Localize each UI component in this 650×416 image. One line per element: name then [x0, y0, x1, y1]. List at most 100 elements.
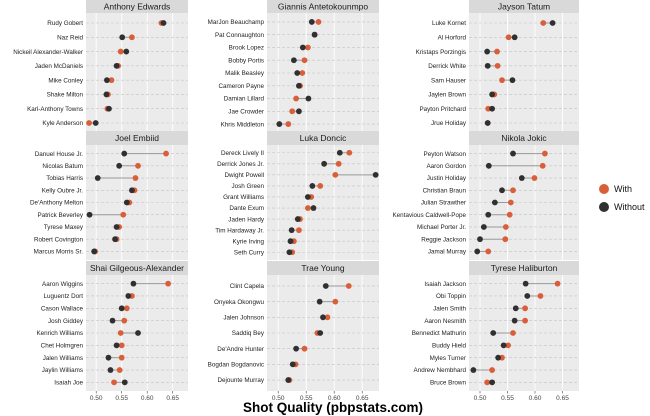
without-point	[294, 70, 301, 76]
with-point	[505, 34, 512, 41]
without-point	[296, 82, 302, 89]
with-point	[484, 379, 491, 386]
without-point	[106, 105, 112, 112]
without-point	[287, 238, 294, 245]
player-row: Dwight Powell	[224, 171, 379, 179]
without-point	[94, 175, 101, 181]
with-point	[285, 121, 292, 127]
without-point	[92, 120, 99, 126]
without-point	[293, 345, 300, 352]
player-label: Malik Beasley	[225, 70, 265, 77]
player-row: Bobby Portis	[228, 57, 379, 64]
player-row: Isaiah Joe	[54, 379, 188, 387]
with-point	[135, 162, 141, 169]
player-label: Bennedict Mathurin	[412, 330, 467, 337]
without-point	[288, 227, 295, 234]
x-tick-label: 0.65	[166, 395, 179, 402]
player-row: Isaiah Jackson	[424, 280, 579, 288]
without-point	[121, 150, 128, 157]
player-row: Clint Capela	[230, 283, 379, 290]
with-point	[346, 149, 353, 156]
legend-label-with: With	[614, 184, 632, 194]
with-point	[332, 298, 339, 305]
with-point	[531, 175, 538, 181]
with-point	[502, 236, 509, 243]
without-point	[118, 305, 125, 312]
with-point	[163, 150, 169, 157]
player-row: Sam Hauser	[431, 77, 579, 84]
player-label: Clint Capela	[230, 283, 265, 290]
player-label: Isaiah Joe	[54, 380, 83, 387]
player-label: Peyton Watson	[424, 151, 467, 158]
player-label: Derrick Jones Jr.	[217, 161, 264, 168]
facet-title: Tyrese Haliburton	[491, 263, 558, 273]
player-row: De'Anthony Melton	[30, 199, 188, 207]
player-label: Dante Exum	[229, 205, 264, 212]
player-label: Jalen Williams	[43, 355, 83, 362]
player-row: Michael Porter Jr.	[417, 224, 579, 231]
player-label: Aaron Gordon	[426, 163, 466, 170]
x-tick-label: 0.50	[90, 395, 103, 402]
player-label: Nicolas Batum	[42, 163, 83, 170]
without-point	[474, 248, 481, 255]
facet-panel: Joel Embiid Danuel House Jr. Nicolas Batum…	[30, 131, 188, 260]
player-row: Jalen Johnson	[223, 314, 379, 322]
without-point	[289, 361, 296, 368]
player-label: Derrick White	[428, 63, 466, 70]
without-point	[500, 342, 507, 349]
player-row: Cameron Payne	[218, 82, 379, 90]
player-label: Karl-Anthony Towns	[27, 106, 83, 113]
player-label: Christian Braun	[423, 187, 467, 194]
panel-background	[469, 13, 579, 133]
player-row: Bogdan Bogdanovic	[208, 361, 379, 369]
player-row: Peyton Watson	[424, 150, 579, 158]
with-point	[332, 171, 339, 178]
facet-title: Jayson Tatum	[498, 2, 550, 12]
without-point	[86, 211, 93, 218]
without-point	[522, 280, 529, 287]
without-point	[113, 62, 120, 69]
facet-title: Joel Embiid	[115, 133, 159, 143]
player-label: Pat Connaughton	[215, 32, 265, 39]
player-label: Aaron Wiggins	[42, 281, 83, 288]
without-point	[489, 379, 495, 386]
player-label: Luguentz Dort	[43, 293, 83, 300]
with-point	[117, 48, 124, 55]
player-row: Kenrich Williams	[36, 330, 188, 337]
without-point	[130, 280, 137, 287]
player-row: Bennedict Mathurin	[412, 330, 579, 337]
with-point	[542, 150, 548, 157]
player-row: Jaylen Brown	[428, 91, 579, 99]
without-point	[116, 162, 123, 169]
with-point	[506, 211, 513, 218]
without-point	[321, 160, 328, 167]
with-point	[118, 342, 125, 349]
x-tick-label: 0.50	[474, 395, 487, 402]
facet-strip	[86, 131, 188, 145]
without-point	[308, 19, 315, 25]
with-point	[522, 305, 528, 312]
with-point	[108, 77, 115, 84]
player-row: Robert Covington	[34, 236, 188, 243]
player-row: Kristaps Porzingis	[416, 48, 579, 56]
facet-strip	[469, 0, 579, 13]
without-point	[276, 121, 283, 127]
without-point	[104, 77, 110, 84]
with-point	[510, 187, 516, 194]
facet-title: Luka Doncic	[300, 133, 348, 143]
without-point	[511, 317, 518, 324]
without-point	[484, 120, 491, 126]
player-label: Seth Curry	[234, 249, 265, 256]
player-label: Mike Conley	[48, 77, 83, 84]
with-point	[299, 70, 306, 76]
player-row: Damian Lillard	[224, 95, 379, 103]
player-row: Grant Williams	[223, 194, 379, 201]
with-point	[502, 224, 509, 230]
facet-strip	[469, 261, 579, 275]
facet-title: Shai Gilgeous-Alexander	[90, 263, 184, 273]
with-point	[296, 227, 302, 234]
with-point	[554, 280, 561, 287]
player-row: Shake Milton	[47, 91, 188, 99]
x-tick-label: 0.60	[529, 395, 542, 402]
player-label: Sam Hauser	[431, 77, 466, 84]
